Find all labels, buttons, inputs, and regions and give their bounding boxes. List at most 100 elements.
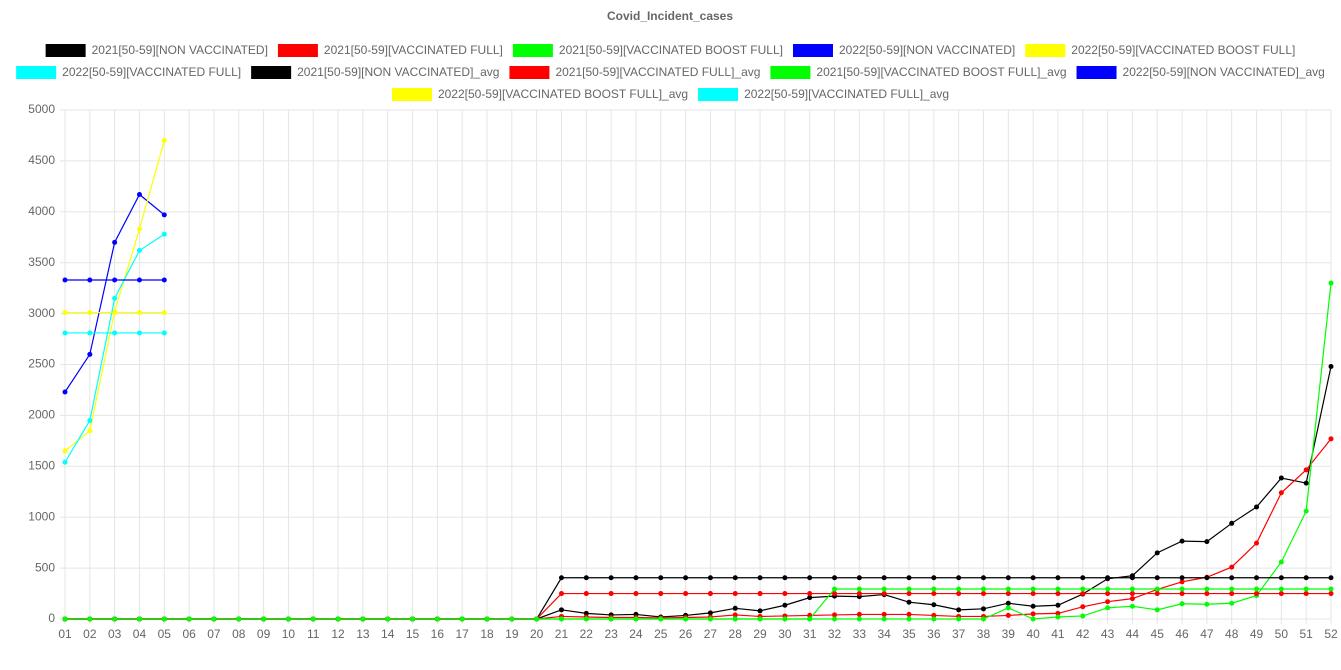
data-point — [87, 428, 93, 434]
data-point — [956, 607, 962, 613]
data-point — [956, 591, 962, 597]
data-point — [1278, 575, 1284, 581]
y-tick-label: 3000 — [28, 306, 55, 320]
data-point — [931, 586, 937, 592]
x-tick-label: 19 — [505, 627, 519, 641]
y-tick-label: 4000 — [28, 204, 55, 218]
data-point — [161, 310, 167, 316]
data-point — [1204, 591, 1210, 597]
data-point — [881, 586, 887, 592]
x-tick-label: 12 — [331, 627, 345, 641]
y-tick-label: 0 — [48, 611, 55, 625]
data-point — [1055, 602, 1061, 608]
legend-swatch — [770, 66, 811, 79]
data-point — [832, 591, 838, 597]
data-point — [1105, 575, 1111, 581]
legend-label: 2022[50-59][VACCINATED FULL]_avg — [744, 87, 949, 101]
x-tick-label: 08 — [232, 627, 246, 641]
y-tick-label: 2500 — [28, 357, 55, 371]
data-point — [956, 616, 962, 622]
legend-item: 2022[50-59][NON VACCINATED] — [792, 43, 1015, 57]
data-point — [161, 277, 167, 283]
series-line — [65, 577, 1331, 620]
x-tick-label: 16 — [431, 627, 445, 641]
data-point — [410, 616, 416, 622]
x-tick-label: 44 — [1126, 627, 1140, 641]
data-point — [906, 591, 912, 597]
data-point — [136, 226, 142, 232]
data-point — [1229, 591, 1235, 597]
data-point — [856, 611, 862, 617]
data-point — [1030, 586, 1036, 592]
data-point — [335, 616, 341, 622]
data-point — [583, 591, 589, 597]
data-point — [1055, 586, 1061, 592]
y-tick-label: 5000 — [28, 102, 55, 116]
data-point — [1328, 591, 1334, 597]
y-tick-label: 500 — [35, 560, 55, 574]
x-tick-label: 25 — [654, 627, 668, 641]
data-point — [1303, 586, 1309, 592]
x-tick-label: 07 — [207, 627, 221, 641]
data-point — [186, 616, 192, 622]
data-point — [87, 330, 93, 336]
x-tick-label: 15 — [406, 627, 420, 641]
data-point — [62, 330, 68, 336]
data-point — [112, 295, 118, 301]
data-point — [1278, 475, 1284, 481]
data-point — [1303, 508, 1309, 514]
data-point — [1179, 538, 1185, 544]
x-tick-label: 43 — [1101, 627, 1115, 641]
x-tick-label: 47 — [1200, 627, 1214, 641]
data-point — [112, 330, 118, 336]
data-point — [633, 616, 639, 622]
data-point — [608, 591, 614, 597]
y-tick-label: 2000 — [28, 408, 55, 422]
data-point — [1254, 591, 1260, 597]
data-point — [1105, 591, 1111, 597]
data-point — [931, 616, 937, 622]
data-point — [1278, 591, 1284, 597]
series-line — [65, 592, 1331, 620]
data-point — [608, 575, 614, 581]
data-point — [112, 239, 118, 245]
data-point — [1204, 586, 1210, 592]
x-tick-label: 05 — [158, 627, 172, 641]
data-point — [583, 616, 589, 622]
data-point — [707, 575, 713, 581]
data-point — [707, 591, 713, 597]
legend-item: 2022[50-59][VACCINATED FULL] — [16, 65, 241, 79]
x-tick-label: 42 — [1076, 627, 1090, 641]
data-point — [1080, 591, 1086, 597]
legend-label: 2022[50-59][VACCINATED BOOST FULL]_avg — [438, 87, 688, 101]
data-point — [1154, 550, 1160, 556]
legend: 2021[50-59][NON VACCINATED] 2021[50-59][V… — [16, 43, 1325, 101]
x-tick-label: 21 — [555, 627, 569, 641]
data-point — [732, 591, 738, 597]
data-point — [484, 616, 490, 622]
data-point — [906, 575, 912, 581]
legend-item: 2021[50-59][VACCINATED FULL]_avg — [509, 65, 760, 79]
x-tick-label: 28 — [729, 627, 743, 641]
data-point — [757, 616, 763, 622]
y-tick-label: 1500 — [28, 458, 55, 472]
data-point — [807, 575, 813, 581]
series-line — [65, 366, 1332, 620]
data-point — [1328, 280, 1334, 286]
legend-label: 2021[50-59][VACCINATED BOOST FULL]_avg — [816, 65, 1066, 79]
data-point — [558, 607, 564, 613]
data-point — [1080, 604, 1086, 610]
x-tick-label: 14 — [381, 627, 395, 641]
legend-swatch — [512, 44, 553, 57]
x-tick-label: 29 — [753, 627, 767, 641]
data-point — [906, 611, 912, 617]
data-point — [1328, 436, 1334, 442]
data-point — [732, 612, 738, 618]
data-point — [881, 616, 887, 622]
data-point — [881, 575, 887, 581]
data-point — [459, 616, 465, 622]
data-point — [136, 277, 142, 283]
data-point — [583, 610, 589, 616]
data-point — [1328, 586, 1334, 592]
